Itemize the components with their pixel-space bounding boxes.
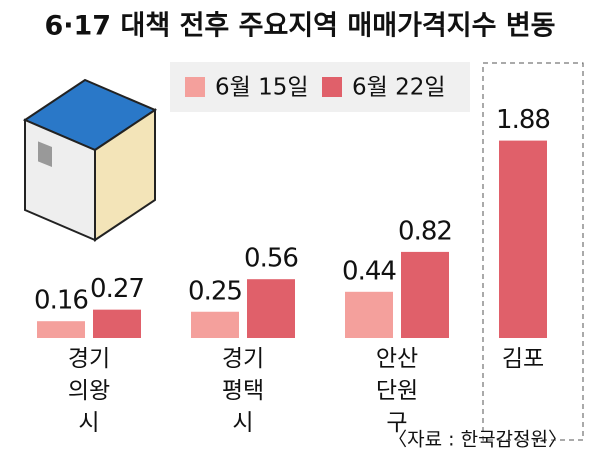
bar <box>37 321 85 338</box>
value-label: 0.56 <box>244 244 298 274</box>
bar <box>247 279 295 338</box>
bar <box>93 309 141 338</box>
value-label: 0.82 <box>398 216 452 246</box>
x-tick-label: 경기 평택시 <box>221 346 265 436</box>
legend-swatch <box>185 77 205 97</box>
x-tick-label: 경기 의왕시 <box>67 346 111 436</box>
x-tick-label: 안산 단원구 <box>375 346 419 436</box>
highlight-box <box>482 62 584 441</box>
legend-label: 6월 15일 <box>215 75 309 101</box>
bar <box>499 140 547 338</box>
legend-box <box>170 62 470 112</box>
x-tick-label: 김포 <box>501 346 545 372</box>
chart-title: 6·17 대책 전후 주요지역 매매가격지수 변동 <box>44 11 555 42</box>
bar <box>191 311 239 338</box>
source: 〈자료 : 한국감정원〉 <box>388 429 567 451</box>
value-label: 0.25 <box>188 276 242 306</box>
bar <box>345 291 393 338</box>
legend-label: 6월 22일 <box>352 75 446 101</box>
value-label: 1.88 <box>496 105 550 135</box>
value-label: 0.16 <box>34 286 88 316</box>
value-label: 0.27 <box>90 274 144 304</box>
legend-swatch <box>322 77 342 97</box>
bar <box>401 251 449 338</box>
value-label: 0.44 <box>342 256 396 286</box>
building-icon <box>22 78 158 242</box>
